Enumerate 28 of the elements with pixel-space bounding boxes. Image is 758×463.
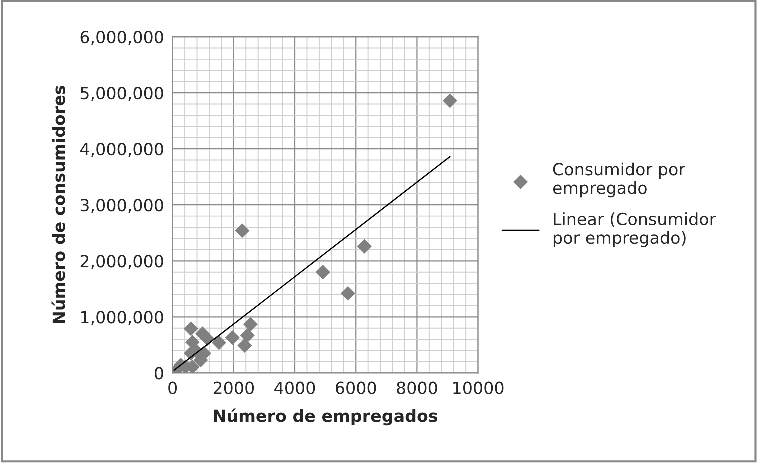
point — [240, 328, 255, 343]
point — [184, 322, 198, 336]
y-tick-label: 2,000,000 — [80, 255, 164, 270]
point — [316, 265, 330, 280]
y-tick-label: 5,000,000 — [80, 87, 164, 102]
point — [340, 286, 356, 301]
y-axis-title: Número de consumidores — [52, 86, 66, 324]
x-tick-label: 10000 — [454, 382, 504, 394]
x-tick-label: 8000 — [397, 382, 438, 394]
y-tick-label: 0 — [154, 367, 164, 380]
y-tick-label: 4,000,000 — [80, 143, 164, 158]
point — [225, 330, 240, 346]
x-tick-label: 4000 — [274, 382, 316, 394]
point — [238, 338, 252, 354]
x-tick-label: 6000 — [336, 382, 376, 394]
point — [442, 94, 458, 108]
point — [235, 224, 250, 238]
y-tick-label: 1,000,000 — [82, 311, 164, 326]
x-tick-label: 0 — [168, 382, 178, 394]
point — [212, 336, 227, 350]
x-axis-title: Número de empregados — [214, 408, 438, 426]
point — [357, 239, 372, 254]
legend-label: Consumidor por empregado — [553, 162, 686, 198]
y-tick-label: 3,000,000 — [80, 199, 164, 214]
point — [243, 317, 258, 332]
y-tick-label: 6,000,000 — [80, 31, 164, 46]
x-tick-label: 2000 — [214, 382, 254, 394]
legend-label: Linear (Consumidor por empregado) — [554, 212, 716, 248]
